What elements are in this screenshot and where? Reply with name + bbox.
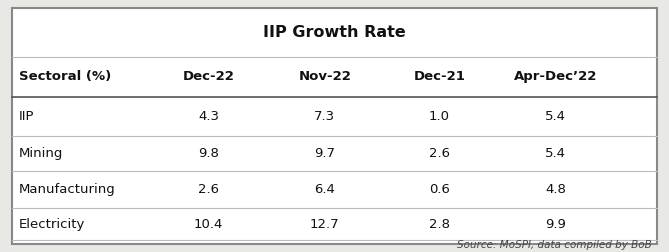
Text: 4.3: 4.3 bbox=[198, 110, 219, 123]
Text: 0.6: 0.6 bbox=[429, 183, 450, 196]
Text: IIP: IIP bbox=[19, 110, 34, 123]
Text: Dec-22: Dec-22 bbox=[183, 70, 235, 83]
Text: 6.4: 6.4 bbox=[314, 183, 335, 196]
Text: Dec-21: Dec-21 bbox=[413, 70, 465, 83]
Text: 10.4: 10.4 bbox=[194, 218, 223, 231]
Text: 9.9: 9.9 bbox=[545, 218, 566, 231]
Text: Electricity: Electricity bbox=[19, 218, 85, 231]
Text: 5.4: 5.4 bbox=[545, 110, 566, 123]
Text: 2.6: 2.6 bbox=[429, 147, 450, 160]
Text: 12.7: 12.7 bbox=[310, 218, 340, 231]
Text: 9.8: 9.8 bbox=[198, 147, 219, 160]
Text: IIP Growth Rate: IIP Growth Rate bbox=[263, 25, 406, 40]
Text: 4.8: 4.8 bbox=[545, 183, 566, 196]
Text: Mining: Mining bbox=[19, 147, 63, 160]
Text: Sectoral (%): Sectoral (%) bbox=[19, 70, 111, 83]
Text: Source: MoSPI, data compiled by BoB: Source: MoSPI, data compiled by BoB bbox=[457, 240, 652, 250]
Text: 1.0: 1.0 bbox=[429, 110, 450, 123]
Text: 2.6: 2.6 bbox=[198, 183, 219, 196]
Text: 7.3: 7.3 bbox=[314, 110, 335, 123]
Text: Manufacturing: Manufacturing bbox=[19, 183, 116, 196]
Text: 2.8: 2.8 bbox=[429, 218, 450, 231]
Text: 5.4: 5.4 bbox=[545, 147, 566, 160]
Text: Nov-22: Nov-22 bbox=[298, 70, 351, 83]
Text: 9.7: 9.7 bbox=[314, 147, 335, 160]
Text: Apr-Dec’22: Apr-Dec’22 bbox=[514, 70, 597, 83]
